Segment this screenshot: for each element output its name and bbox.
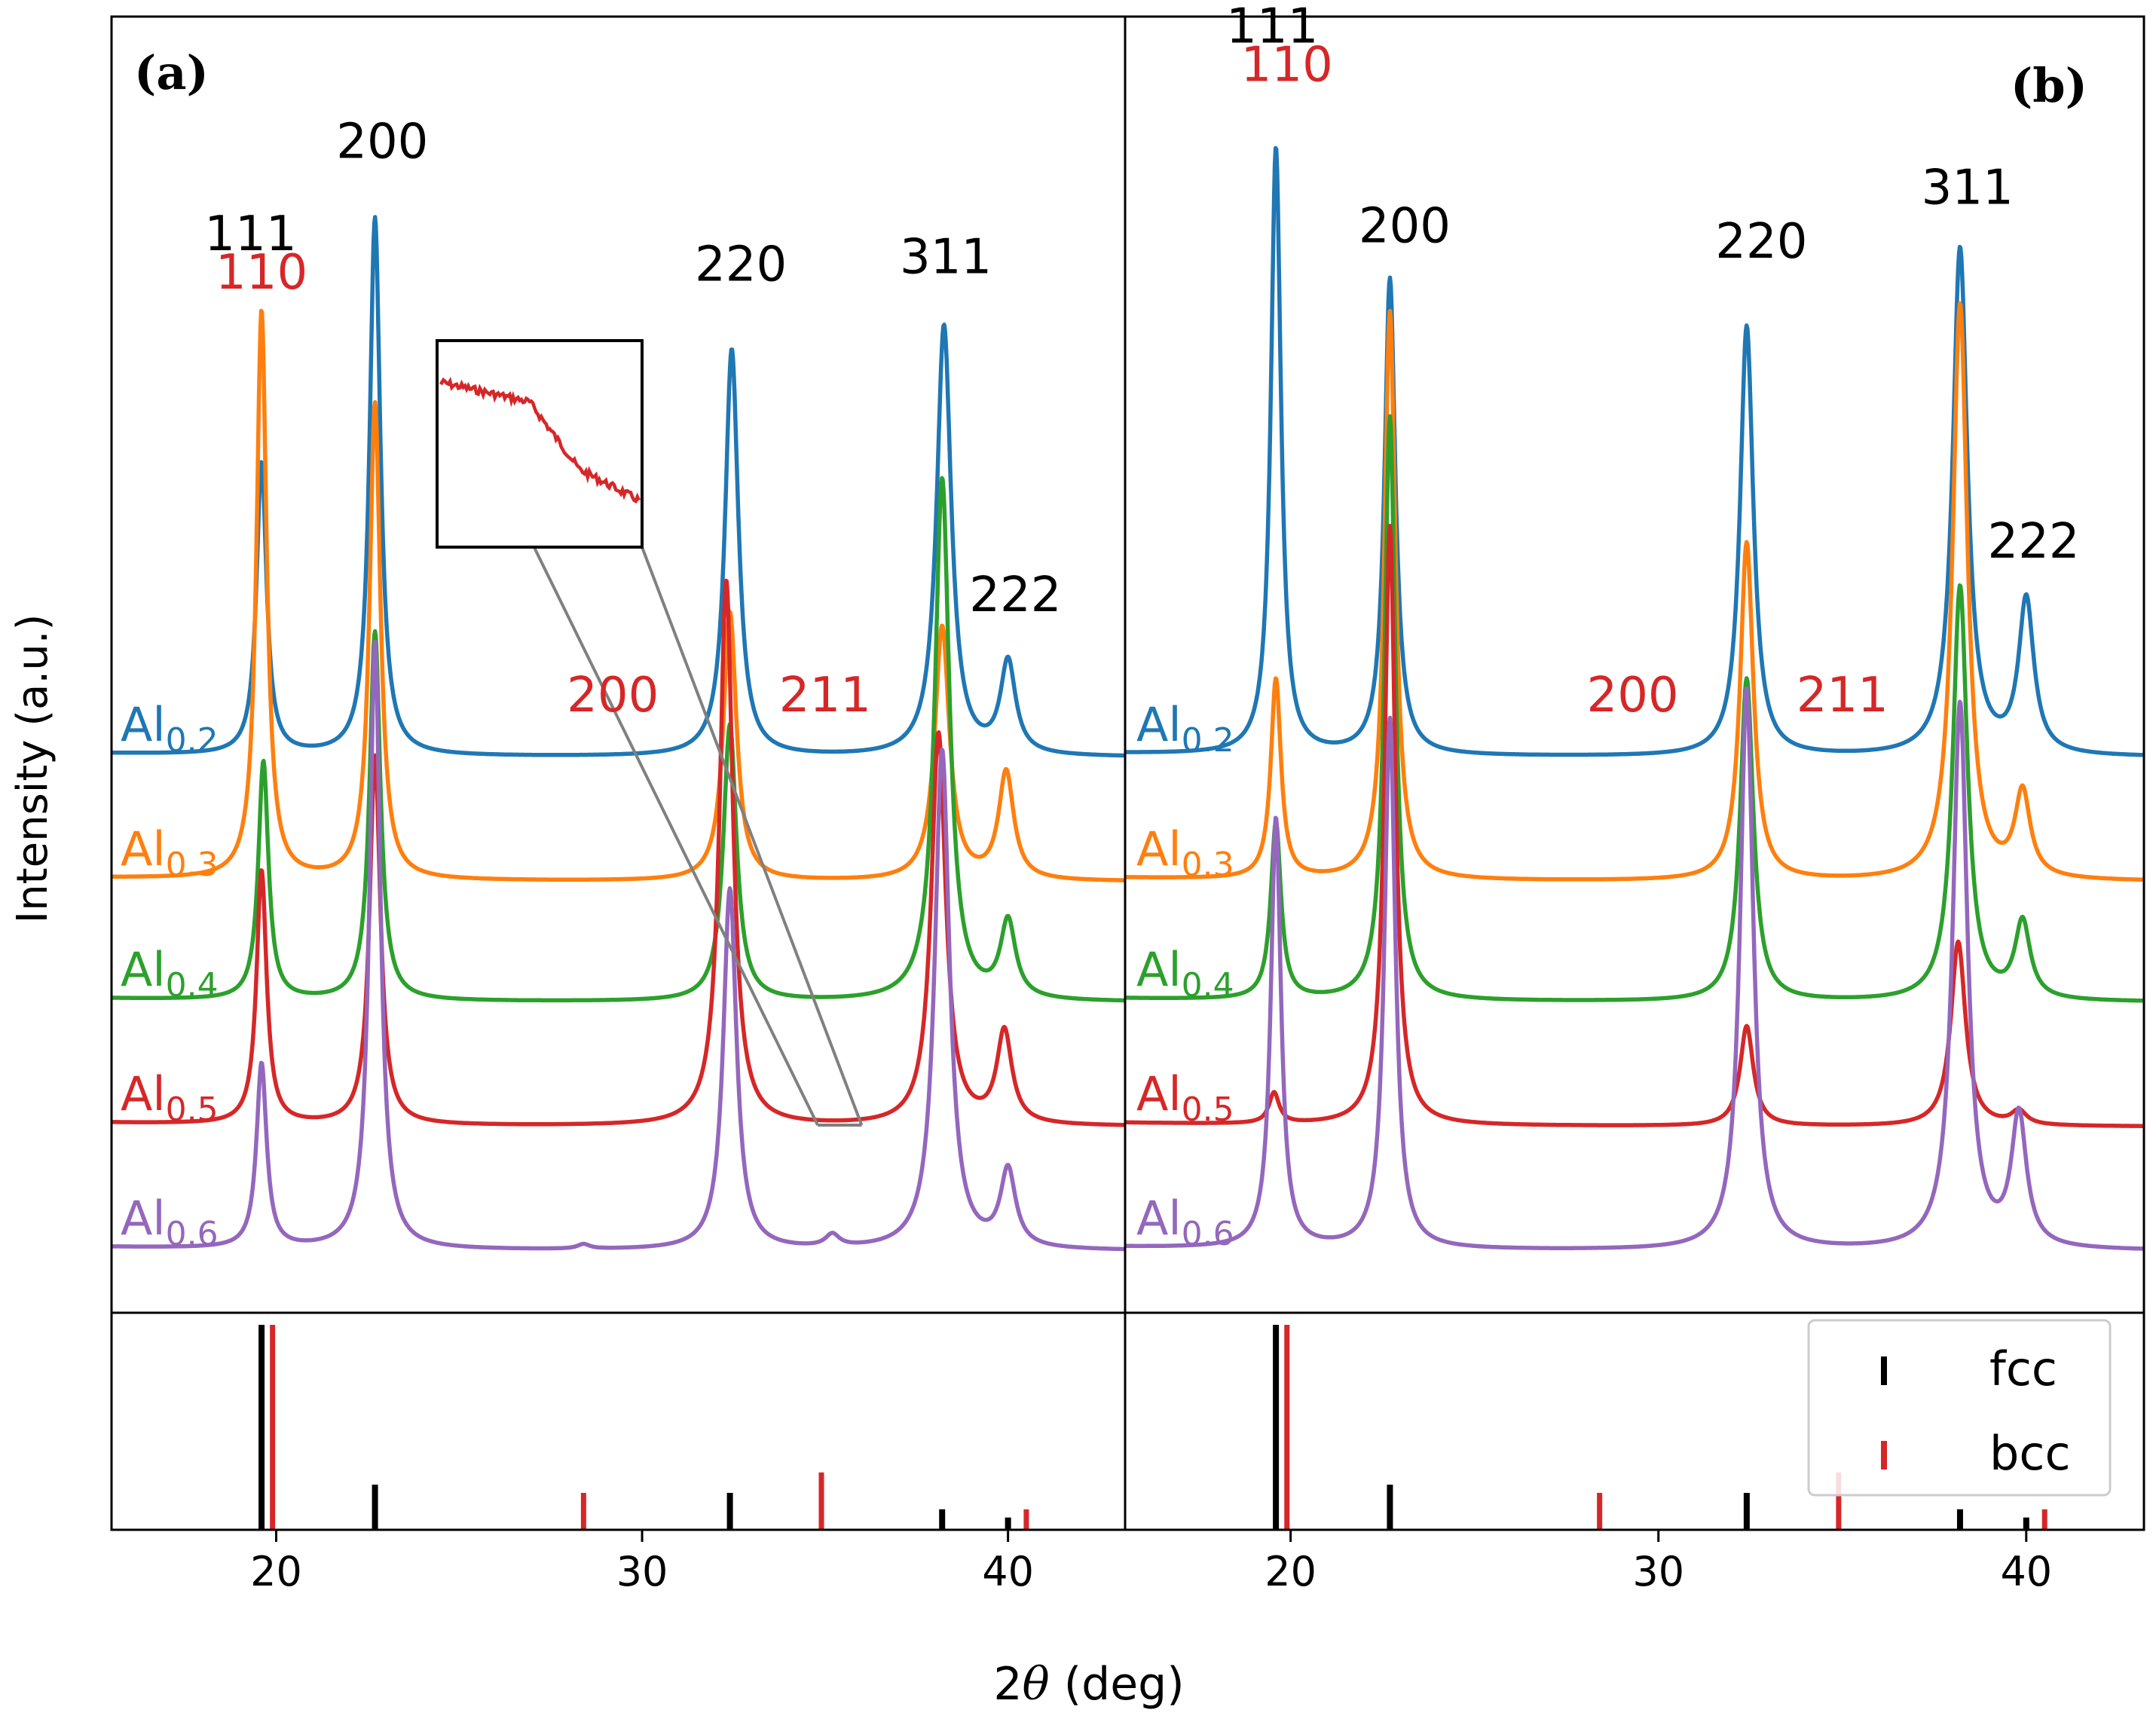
series-label-a-al02: Al0.2: [121, 697, 219, 760]
peak-label-a-311-black: 311: [900, 229, 992, 285]
series-label-base: Al: [121, 1191, 166, 1246]
curve-a-al04: [110, 476, 1127, 1003]
series-label-sub: 0.2: [1182, 721, 1234, 760]
series-label-base: Al: [1136, 1191, 1182, 1246]
series-label-base: Al: [121, 1066, 166, 1121]
curve-b-al04: [1124, 414, 2145, 1003]
peak-label-a-200-black: 200: [336, 114, 428, 170]
series-label-sub: 0.6: [166, 1215, 219, 1253]
plot-frame: [110, 15, 2145, 1531]
series-label-sub: 0.4: [1182, 966, 1234, 1005]
frame-layer: [110, 15, 2145, 1542]
series-label-base: Al: [121, 942, 166, 997]
series-label-b-al03: Al0.3: [1136, 821, 1234, 884]
x-tick-label-b-30: 30: [1632, 1548, 1684, 1595]
series-label-a-al06: Al0.6: [121, 1191, 219, 1253]
series-label-sub: 0.5: [166, 1090, 219, 1129]
series-label-base: Al: [1136, 821, 1182, 876]
series-label-sub: 0.3: [1182, 846, 1234, 884]
peak-label-b-111-black: 111: [1226, 0, 1318, 54]
inset-connector-right: [641, 546, 864, 1126]
plot-layer: [110, 145, 2145, 1530]
peak-label-b-110-red: 110: [1241, 37, 1333, 93]
curve-b-al02: [1124, 145, 2145, 757]
inset-box: [436, 339, 644, 549]
series-label-a-al03: Al0.3: [121, 821, 219, 884]
series-label-a-al05: Al0.5: [121, 1066, 219, 1129]
curve-a-al03: [110, 308, 1127, 882]
series-label-sub: 0.6: [1182, 1215, 1234, 1253]
series-label-a-al04: Al0.4: [121, 942, 219, 1005]
series-label-b-al02: Al0.2: [1136, 697, 1234, 760]
peak-label-a-110-red: 110: [216, 245, 307, 301]
inset-curve: [439, 376, 641, 504]
series-label-base: Al: [1136, 942, 1182, 997]
peak-label-b-311-black: 311: [1922, 161, 2014, 216]
x-tick-label-a-40: 40: [982, 1548, 1034, 1595]
series-label-sub: 0.2: [166, 721, 219, 760]
series-label-b-al05: Al0.5: [1136, 1066, 1234, 1129]
x-axis-label: 2θ (deg): [993, 1658, 1184, 1711]
curve-b-al06: [1124, 686, 2145, 1251]
series-label-base: Al: [121, 697, 166, 752]
peak-label-b-220-black: 220: [1715, 214, 1807, 270]
y-axis-label: Intensity (a.u.): [8, 614, 57, 924]
x-tick-label-b-20: 20: [1265, 1548, 1317, 1595]
peak-label-a-211-red: 211: [779, 668, 871, 723]
series-label-sub: 0.5: [1182, 1090, 1234, 1129]
text-layer: Intensity (a.u.) 2θ (deg) 20 30 40 20 30 40 (a…: [8, 0, 2112, 1711]
panel-label-b: (b): [2011, 58, 2087, 113]
x-axis-label-prefix: 2: [993, 1658, 1022, 1711]
curve-b-al03: [1124, 301, 2145, 882]
x-tick-label-b-40: 40: [2000, 1548, 2052, 1595]
series-label-b-al06: Al0.6: [1136, 1191, 1234, 1253]
x-axis-label-theta: θ: [1023, 1658, 1050, 1711]
peak-label-b-222-black: 222: [1987, 514, 2079, 570]
peak-label-a-220-black: 220: [695, 237, 787, 293]
curve-a-al02: [110, 215, 1127, 758]
curve-a-al05: [110, 578, 1127, 1127]
series-label-sub: 0.3: [166, 846, 219, 884]
curve-a-al06: [110, 639, 1127, 1252]
series-label-sub: 0.4: [166, 966, 219, 1005]
legend-label-bcc: bcc: [1989, 1426, 2071, 1481]
legend-label-fcc: fcc: [1989, 1341, 2057, 1396]
peak-label-a-111-black: 111: [204, 206, 296, 262]
peak-label-a-222-black: 222: [969, 567, 1061, 623]
x-tick-label-a-30: 30: [616, 1548, 668, 1595]
x-axis-label-suffix: (deg): [1050, 1658, 1185, 1711]
x-tick-label-a-20: 20: [250, 1548, 302, 1595]
series-label-b-al04: Al0.4: [1136, 942, 1234, 1005]
panel-label-a: (a): [134, 45, 209, 100]
peak-label-b-200-black: 200: [1359, 199, 1451, 255]
peak-label-b-211-red: 211: [1797, 668, 1888, 723]
series-label-base: Al: [121, 821, 166, 876]
series-label-base: Al: [1136, 697, 1182, 752]
peak-label-b-200-red: 200: [1586, 668, 1678, 723]
peak-label-a-200-red: 200: [567, 668, 659, 723]
series-label-base: Al: [1136, 1066, 1182, 1121]
